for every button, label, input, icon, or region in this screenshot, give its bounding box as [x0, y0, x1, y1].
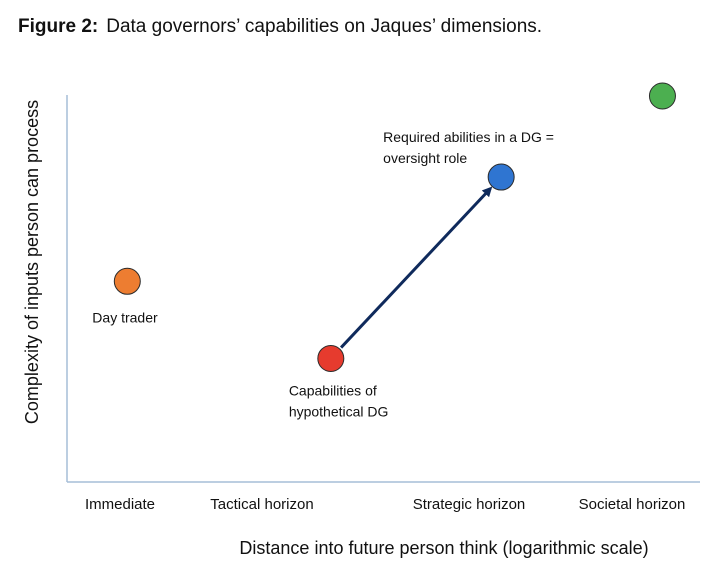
- x-tick-label: Immediate: [85, 496, 155, 513]
- x-tick-label: Strategic horizon: [413, 496, 526, 513]
- data-point-2: [487, 163, 515, 191]
- figure-caption: Figure 2: Data governors’ capabilities on…: [18, 16, 542, 38]
- data-label-0-0: Day trader: [92, 309, 158, 325]
- data-point-1: [317, 344, 345, 372]
- figure-number: Figure 2:: [18, 16, 99, 37]
- y-axis-title: Complexity of inputs person can process: [22, 100, 42, 424]
- x-tick-label: Societal horizon: [579, 496, 686, 513]
- arrow-0: [339, 186, 493, 349]
- data-label-2-1: oversight role: [383, 150, 467, 166]
- data-label-1-0: Capabilities of: [289, 382, 377, 398]
- x-axis-title: Distance into future person think (logar…: [239, 538, 648, 558]
- figure-title: Data governors’ capabilities on Jaques’ …: [106, 16, 543, 37]
- data-marks: Day trader Capabilities of hypothetical DG…: [92, 82, 676, 419]
- data-point-0: [113, 267, 141, 295]
- x-tick-label: Tactical horizon: [210, 496, 313, 513]
- data-label-1-1: hypothetical DG: [289, 403, 389, 419]
- data-point-3: [648, 82, 676, 110]
- data-label-2-0: Required abilities in a DG =: [383, 129, 554, 145]
